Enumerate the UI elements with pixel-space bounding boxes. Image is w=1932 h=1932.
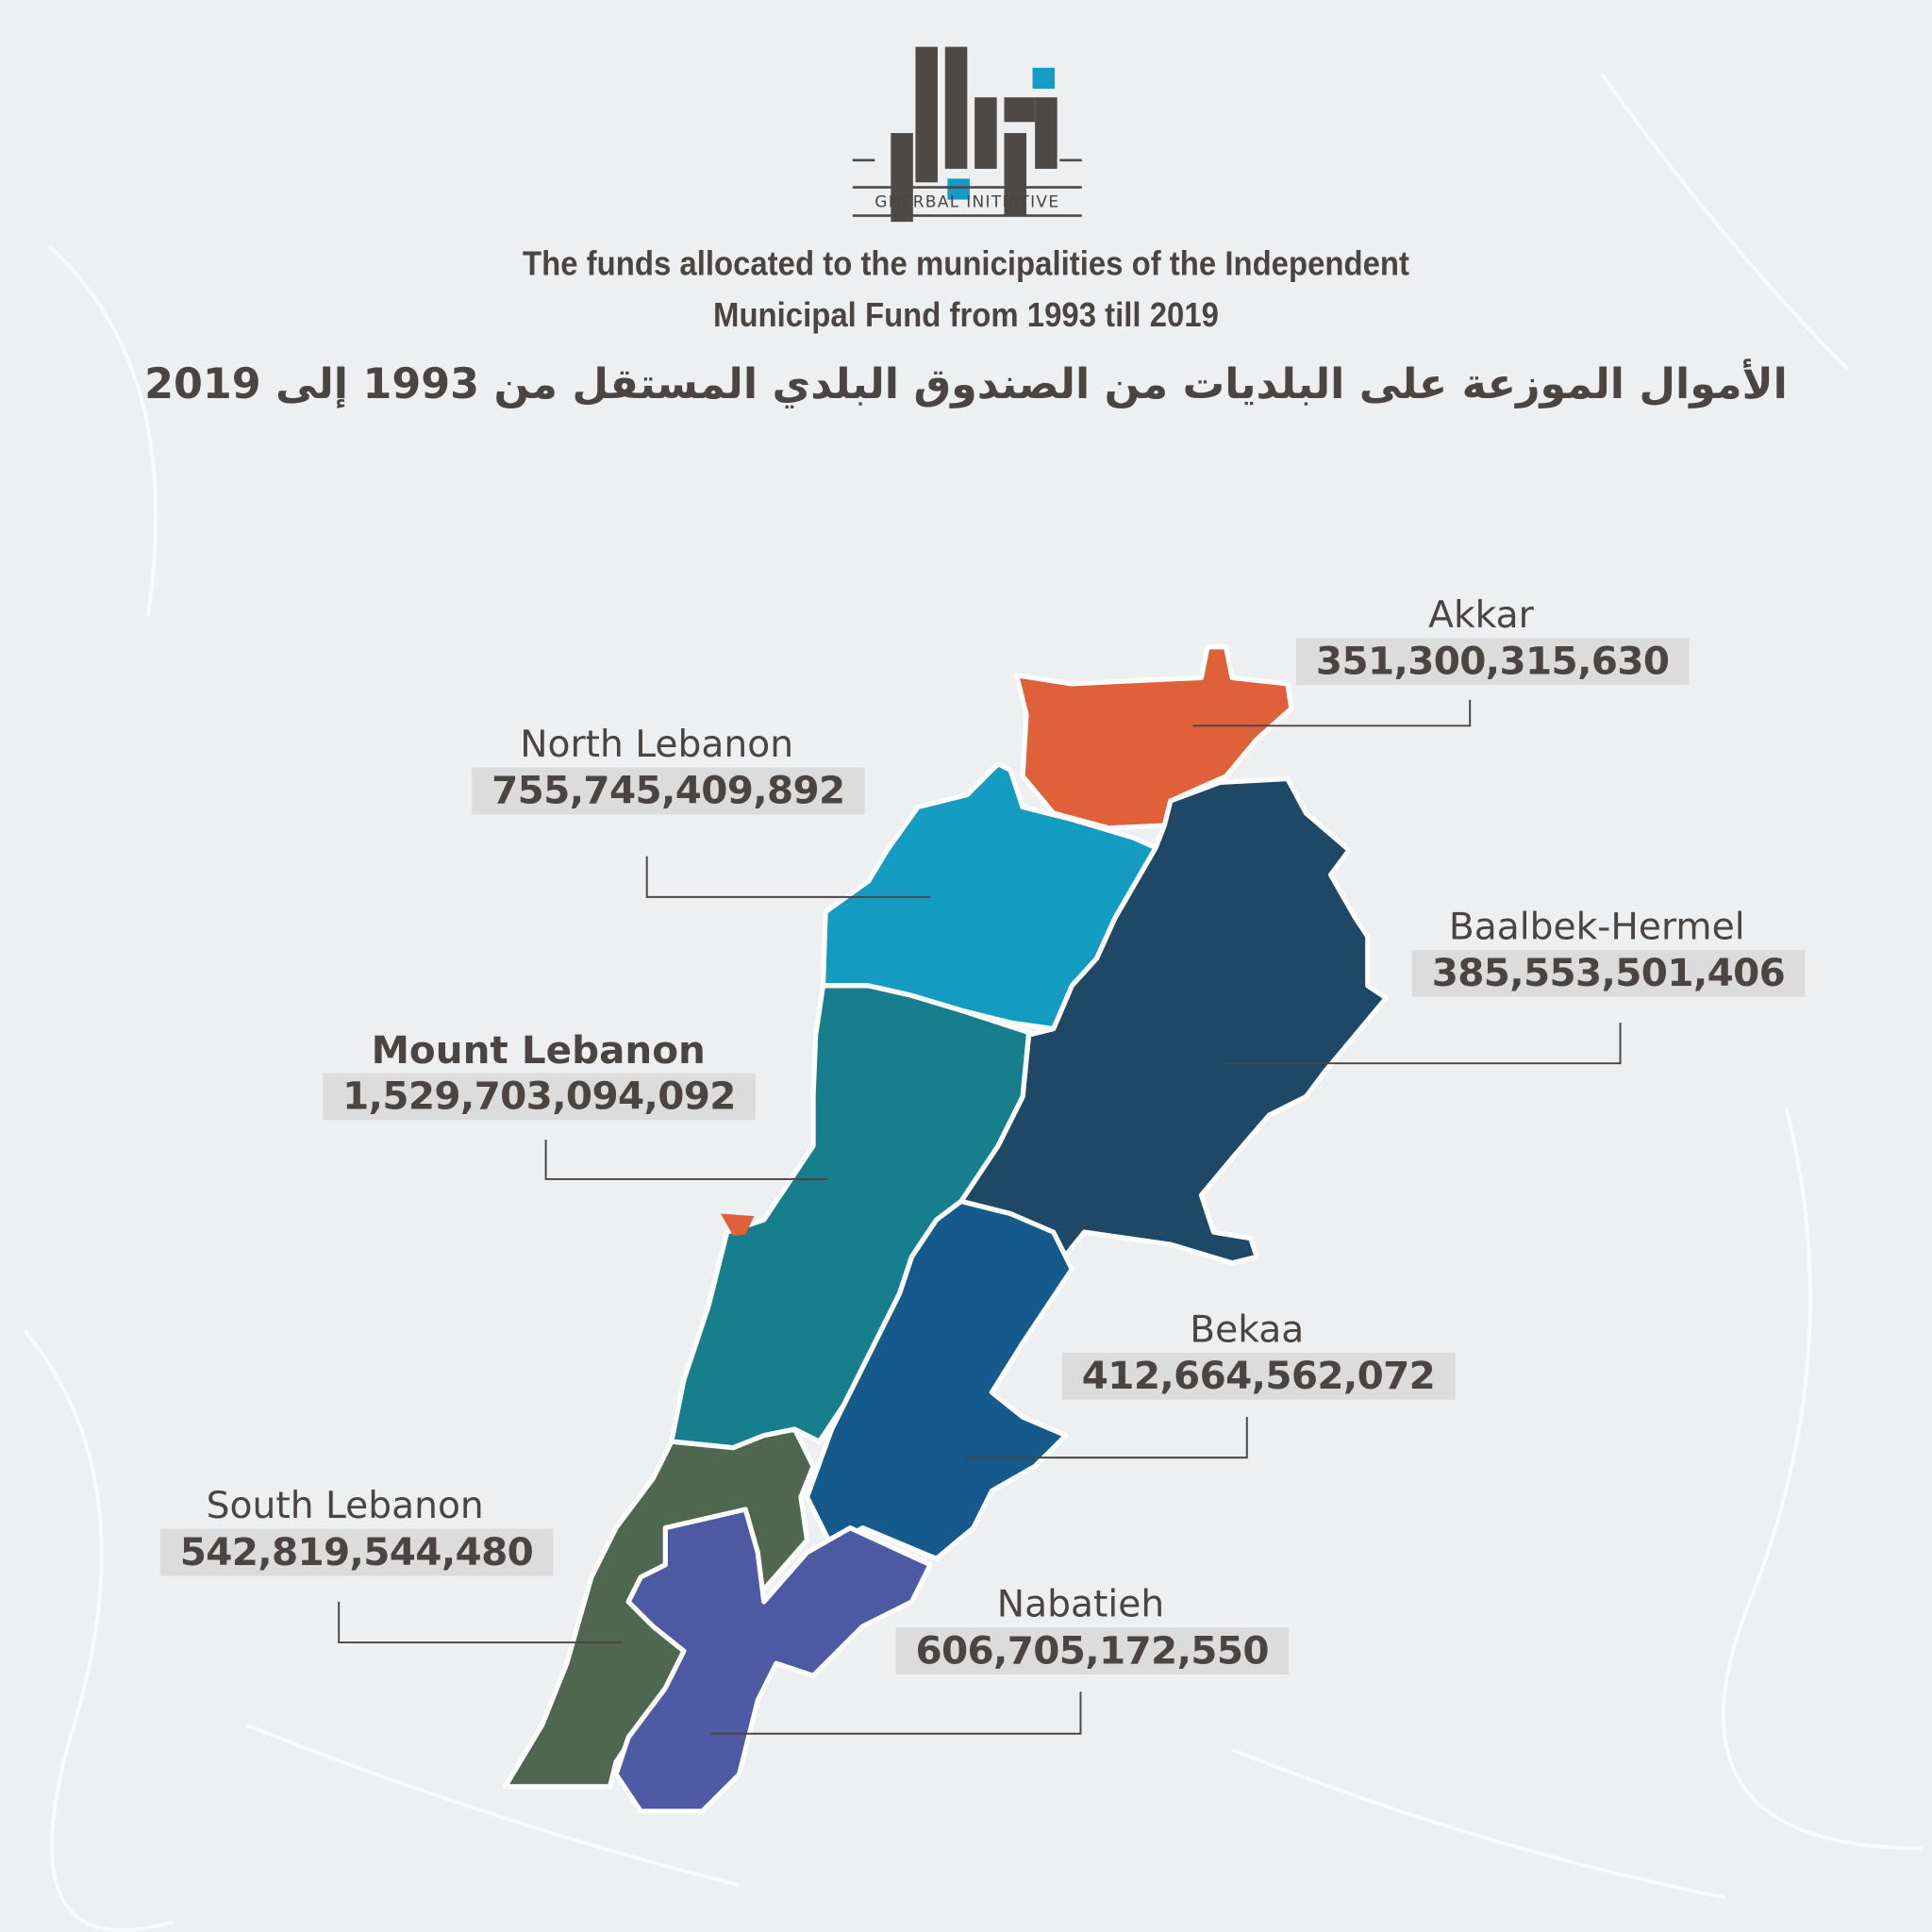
- label-south-lebanon: South Lebanon 542,819,544,480: [159, 1484, 554, 1576]
- label-baalbek-hermel: Baalbek-Hermel 385,553,501,406: [1411, 905, 1806, 997]
- label-bekaa: Bekaa 412,664,562,072: [1061, 1308, 1456, 1400]
- region-name: Mount Lebanon: [371, 1028, 706, 1074]
- logo-bar: [1032, 67, 1056, 90]
- label-akkar: Akkar 351,300,315,630: [1296, 593, 1690, 686]
- logo-bar: [891, 133, 913, 223]
- logo-bar: [974, 97, 997, 169]
- title-english-line1: The funds allocated to the municipalitie…: [523, 243, 1409, 283]
- leader-line: [645, 856, 931, 898]
- logo-text: GHERBAL INITIATIVE: [874, 192, 1059, 211]
- logo-bar: [947, 178, 970, 200]
- region-mount-lebanon[interactable]: [669, 983, 1032, 1451]
- logo-bar: [1035, 97, 1058, 169]
- label-nabatieh: Nabatieh 606,705,172,550: [895, 1583, 1289, 1675]
- leader-line: [964, 1417, 1248, 1459]
- region-baalbek-hermel[interactable]: [958, 775, 1389, 1266]
- region-value: 351,300,315,630: [1296, 638, 1690, 686]
- region-name: Akkar: [1428, 593, 1534, 638]
- region-value: 385,553,501,406: [1411, 950, 1806, 997]
- region-name: Bekaa: [1190, 1308, 1305, 1352]
- label-mount-lebanon: Mount Lebanon 1,529,703,094,092: [323, 1028, 756, 1121]
- leader-line: [338, 1601, 623, 1644]
- label-north-lebanon: North Lebanon 755,745,409,892: [472, 723, 865, 815]
- title-arabic: الأموال الموزعة على البلديات من الصندوق …: [144, 359, 1788, 409]
- region-beirut[interactable]: [721, 1213, 755, 1237]
- title-english-line2: Municipal Fund from 1993 till 2019: [713, 295, 1219, 334]
- gherbal-logo: GHERBAL INITIATIVE: [852, 46, 1082, 223]
- region-value: 1,529,703,094,092: [323, 1073, 756, 1121]
- region-value: 542,819,544,480: [159, 1528, 554, 1576]
- region-name: South Lebanon: [206, 1484, 484, 1528]
- region-value: 412,664,562,072: [1061, 1353, 1456, 1400]
- region-name: Baalbek-Hermel: [1448, 905, 1745, 949]
- region-akkar[interactable]: [1013, 644, 1294, 831]
- logo-bar: [1004, 133, 1026, 216]
- region-nabatieh[interactable]: [613, 1507, 933, 1814]
- region-name: Nabatieh: [996, 1583, 1165, 1627]
- region-bekaa[interactable]: [804, 1198, 1074, 1561]
- leader-line: [710, 1691, 1082, 1735]
- leader-line: [544, 1140, 828, 1180]
- region-value: 606,705,172,550: [895, 1627, 1289, 1675]
- logo-bar: [915, 46, 938, 183]
- region-value: 755,745,409,892: [472, 767, 865, 815]
- logo-bar: [944, 46, 968, 169]
- region-name: North Lebanon: [520, 723, 794, 767]
- leader-line: [1192, 699, 1472, 727]
- logo-bar: [1004, 97, 1036, 123]
- leader-line: [1223, 1023, 1622, 1065]
